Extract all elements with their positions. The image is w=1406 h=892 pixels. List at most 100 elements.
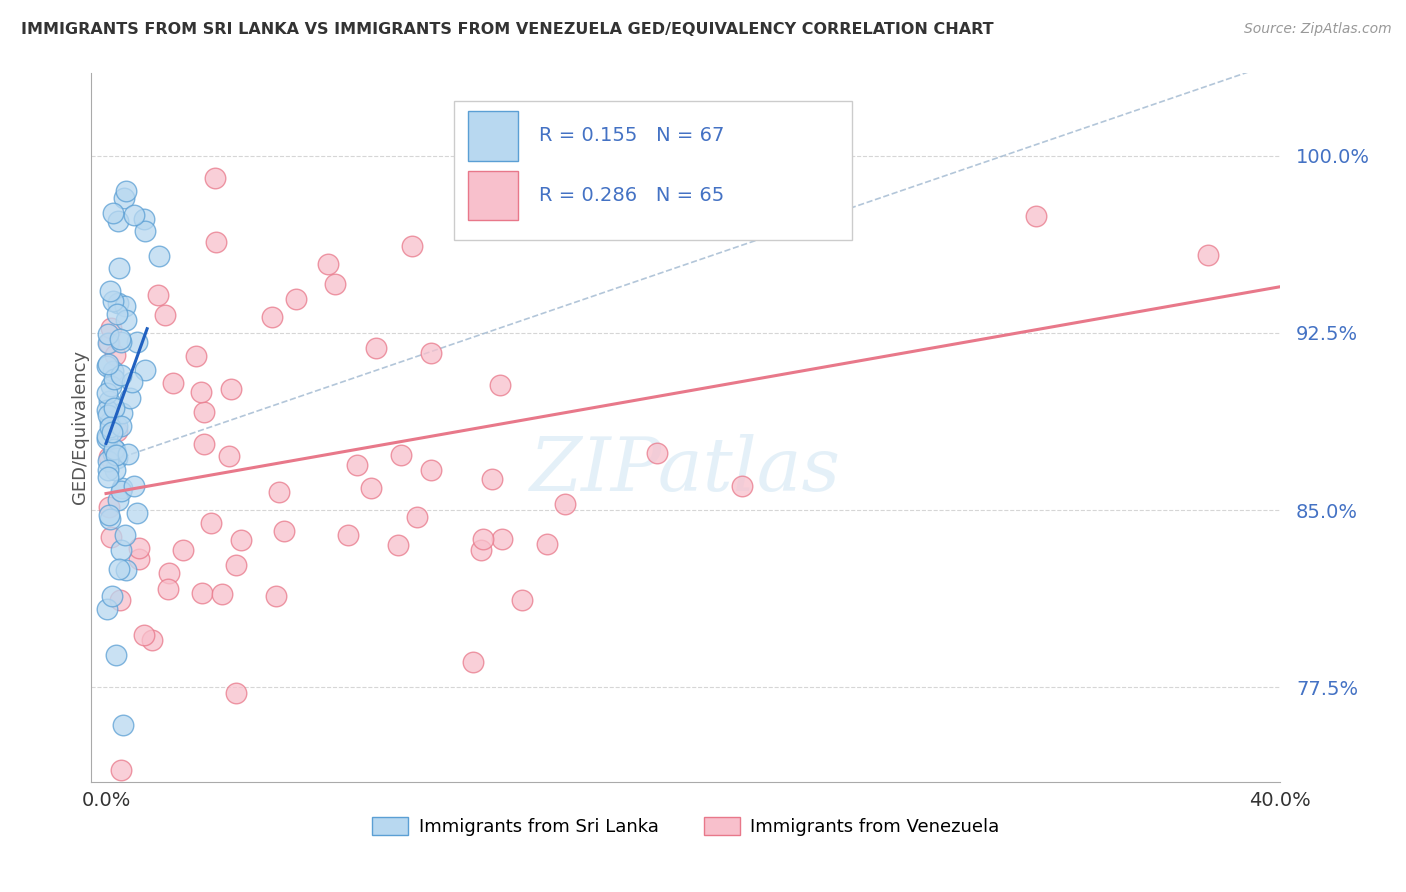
Point	[262, 310, 284, 324]
Point	[463, 655, 485, 669]
Point	[148, 249, 170, 263]
Point	[534, 136, 557, 151]
Point	[225, 558, 247, 572]
Point	[112, 191, 135, 205]
Point	[103, 364, 125, 378]
Text: R = 0.286   N = 65: R = 0.286 N = 65	[540, 186, 724, 205]
Point	[157, 582, 180, 596]
Point	[110, 335, 132, 350]
Point	[735, 201, 758, 215]
Point	[205, 235, 228, 250]
Point	[360, 481, 382, 495]
Point	[470, 543, 492, 558]
Point	[100, 531, 122, 545]
Point	[141, 632, 163, 647]
Point	[491, 532, 513, 546]
Point	[100, 284, 122, 298]
Point	[221, 382, 243, 396]
Point	[96, 432, 118, 446]
Text: ZIPatlas: ZIPatlas	[530, 434, 841, 506]
Point	[134, 212, 156, 227]
Point	[420, 463, 443, 477]
Point	[157, 566, 180, 581]
Point	[110, 418, 132, 433]
Point	[100, 425, 122, 439]
Point	[114, 528, 136, 542]
Point	[267, 485, 290, 500]
Point	[190, 384, 212, 399]
Point	[318, 257, 340, 271]
Point	[481, 473, 503, 487]
FancyBboxPatch shape	[454, 102, 852, 240]
Point	[134, 362, 156, 376]
Point	[107, 213, 129, 227]
Point	[536, 537, 558, 551]
Point	[366, 341, 388, 355]
Point	[96, 385, 118, 400]
Point	[105, 307, 128, 321]
Point	[103, 442, 125, 457]
Point	[107, 296, 129, 310]
Point	[103, 401, 125, 415]
Point	[172, 543, 194, 558]
Point	[191, 586, 214, 600]
Point	[218, 449, 240, 463]
Point	[285, 292, 308, 306]
Point	[97, 463, 120, 477]
Point	[731, 479, 754, 493]
Point	[103, 372, 125, 386]
Point	[98, 335, 121, 350]
Point	[97, 327, 120, 342]
Point	[554, 497, 576, 511]
Point	[510, 592, 533, 607]
Text: Source: ZipAtlas.com: Source: ZipAtlas.com	[1244, 22, 1392, 37]
Point	[96, 403, 118, 417]
Point	[97, 469, 120, 483]
Point	[323, 277, 346, 292]
Point	[108, 562, 131, 576]
Point	[162, 376, 184, 391]
Point	[114, 563, 136, 577]
Point	[98, 511, 121, 525]
Point	[104, 463, 127, 477]
Point	[105, 419, 128, 434]
Point	[337, 528, 360, 542]
Point	[96, 429, 118, 443]
Point	[97, 500, 120, 514]
Point	[193, 437, 215, 451]
Point	[200, 516, 222, 530]
FancyBboxPatch shape	[468, 170, 517, 220]
Point	[346, 458, 368, 473]
Point	[419, 346, 441, 360]
Point	[132, 628, 155, 642]
Point	[211, 587, 233, 601]
Point	[110, 763, 132, 777]
Point	[153, 308, 176, 322]
Point	[127, 335, 149, 350]
Point	[111, 481, 134, 495]
Point	[472, 533, 495, 547]
Point	[405, 510, 427, 524]
Point	[489, 378, 512, 392]
Point	[114, 313, 136, 327]
Point	[96, 602, 118, 616]
Point	[193, 405, 215, 419]
Point	[1025, 209, 1047, 223]
Point	[104, 442, 127, 457]
Point	[110, 484, 132, 499]
Point	[97, 508, 120, 523]
Point	[120, 391, 142, 405]
Point	[128, 552, 150, 566]
Point	[107, 260, 129, 275]
Point	[115, 184, 138, 198]
Point	[105, 425, 128, 439]
Point	[225, 686, 247, 700]
Point	[134, 224, 156, 238]
Point	[97, 358, 120, 372]
Point	[104, 449, 127, 463]
Text: R = 0.155   N = 67: R = 0.155 N = 67	[540, 127, 725, 145]
Point	[110, 542, 132, 557]
Point	[389, 448, 412, 462]
Point	[97, 394, 120, 409]
Point	[114, 299, 136, 313]
